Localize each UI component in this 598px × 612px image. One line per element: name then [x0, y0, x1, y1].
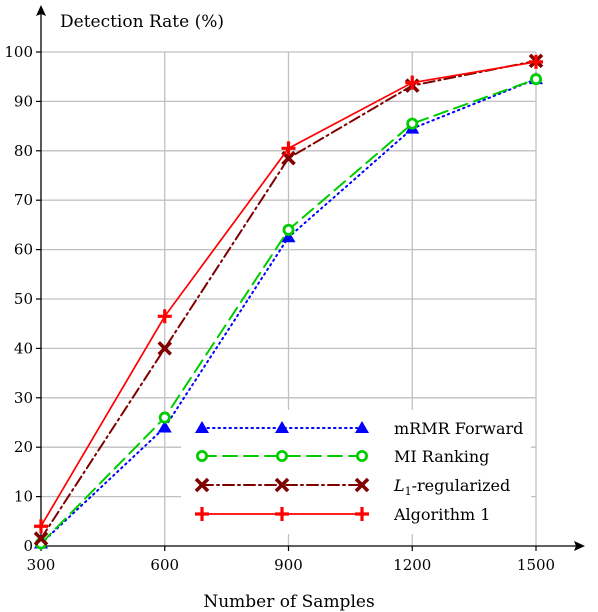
series-point-3 — [157, 309, 172, 324]
axes — [36, 5, 585, 551]
series-point-1 — [158, 411, 171, 424]
y-tick-label: 0 — [23, 537, 33, 555]
y-tick-label: 60 — [14, 241, 33, 259]
legend-label-3: Algorithm 1 — [393, 505, 490, 524]
series-point-2 — [157, 341, 173, 356]
series-point-3 — [405, 75, 420, 90]
y-tick-label: 100 — [4, 43, 33, 61]
x-tick-label: 900 — [274, 556, 303, 574]
legend-marker-2 — [354, 477, 370, 493]
ticks: 300 600 900 1200 1500 0 10 20 30 40 50 60 70 80 90 100 — [4, 43, 555, 574]
y-tick-label: 10 — [14, 488, 33, 506]
y-axis-title: Detection Rate (%) — [60, 12, 224, 32]
y-tick-label: 50 — [14, 290, 33, 308]
legend-label-0: mRMR Forward — [394, 419, 523, 438]
x-tick-label: 1500 — [517, 556, 555, 574]
series-point-3 — [34, 519, 48, 534]
y-tick-label: 40 — [14, 339, 33, 357]
legend-marker-3 — [195, 507, 209, 521]
series-point-0 — [281, 230, 296, 243]
x-tick-label: 1200 — [393, 556, 431, 574]
y-tick-label: 90 — [14, 92, 33, 110]
y-tick-label: 80 — [14, 142, 33, 160]
y-tick-label: 20 — [14, 438, 33, 456]
series-point-1 — [282, 223, 295, 236]
series-point-2 — [33, 531, 49, 546]
legend-marker-0 — [355, 421, 369, 433]
legend-marker-3 — [275, 507, 289, 521]
x-axis-arrow — [574, 541, 585, 551]
series-point-1 — [530, 73, 543, 86]
series-point-3 — [529, 54, 543, 69]
legend-marker-2 — [194, 477, 210, 493]
legend-marker-0 — [195, 421, 209, 433]
series-point-3 — [281, 141, 296, 156]
legend-marker-2 — [274, 477, 290, 493]
x-axis-title: Number of Samples — [203, 592, 374, 612]
y-axis-arrow — [36, 5, 46, 16]
series-group — [33, 53, 544, 550]
legend-marker-1 — [275, 449, 288, 462]
series-point-0 — [157, 420, 172, 433]
legend-marker-3 — [355, 507, 369, 521]
series-line-2 — [40, 59, 537, 540]
x-tick-label: 600 — [150, 556, 179, 574]
y-tick-label: 30 — [14, 389, 33, 407]
series-point-1 — [406, 117, 419, 130]
legend: mRMR Forward MI Ranking L1-regularized Algo… — [181, 410, 531, 534]
y-tick-label: 70 — [14, 191, 33, 209]
legend-marker-0 — [275, 421, 289, 433]
legend-label-2: L1-regularized — [393, 476, 510, 498]
legend-label-1: MI Ranking — [394, 447, 489, 466]
legend-marker-1 — [195, 449, 208, 462]
x-tick-label: 300 — [27, 556, 56, 574]
legend-marker-1 — [355, 449, 368, 462]
